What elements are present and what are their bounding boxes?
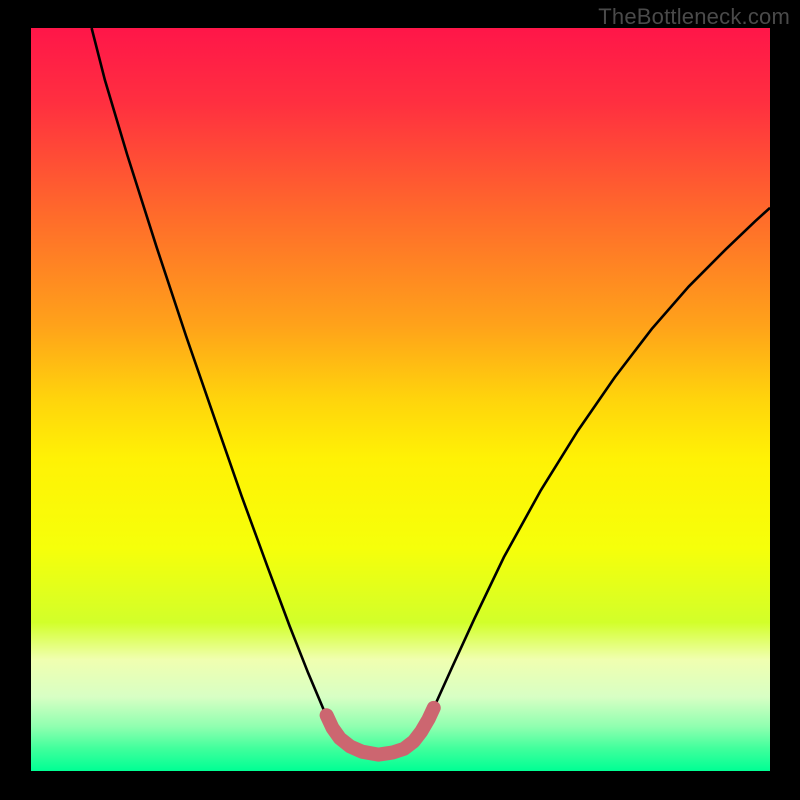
- chart-frame: TheBottleneck.com: [0, 0, 800, 800]
- bottleneck-curve-chart: [0, 0, 800, 800]
- gradient-background: [31, 28, 770, 771]
- watermark-text: TheBottleneck.com: [598, 4, 790, 30]
